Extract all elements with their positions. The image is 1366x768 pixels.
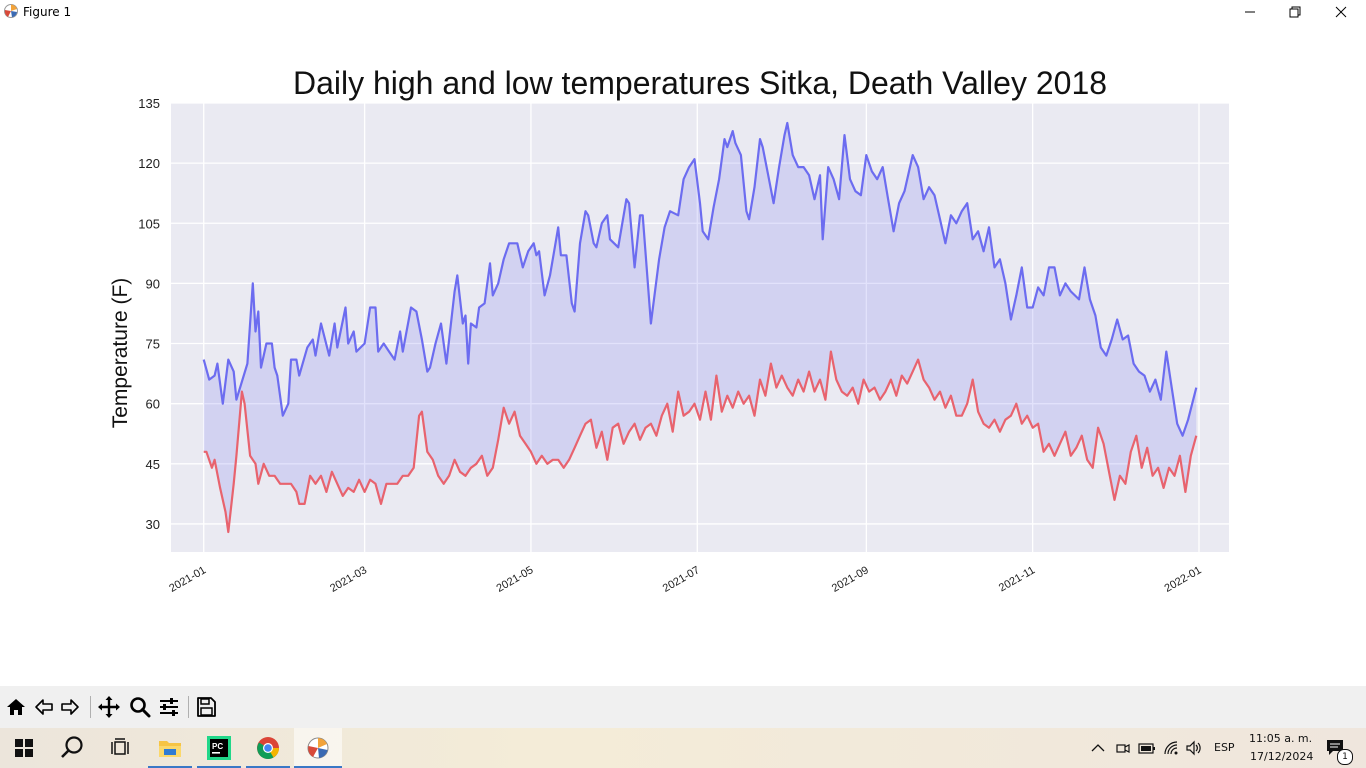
camera-icon	[1116, 744, 1130, 753]
running-indicator	[294, 766, 342, 768]
running-indicator	[197, 766, 241, 768]
zoom-icon	[130, 697, 151, 718]
series-line-low	[203, 350, 1198, 534]
taskbar-app-file-explorer[interactable]	[148, 728, 192, 768]
taskbar: PC	[0, 728, 1366, 768]
x-tick-label: 2021-01	[167, 564, 208, 595]
y-tick-label: 30	[146, 517, 160, 532]
back-icon	[35, 699, 53, 715]
home-button[interactable]	[4, 695, 28, 719]
window-title: Figure 1	[23, 5, 72, 19]
configure-subplots-icon	[160, 698, 178, 716]
y-tick-label: 75	[146, 337, 160, 352]
x-tick-label: 2021-03	[328, 564, 369, 595]
notification-center-button[interactable]: 1	[1318, 728, 1354, 768]
save-icon	[197, 697, 216, 717]
taskbar-app-chrome[interactable]	[246, 728, 290, 768]
x-tick-label: 2022-01	[1163, 564, 1204, 595]
toolbar-separator	[188, 696, 189, 718]
windows-icon	[15, 739, 33, 757]
notification-count-badge: 1	[1337, 749, 1353, 765]
y-axis-label: Temperature (F)	[109, 278, 132, 429]
notification-icon	[1327, 740, 1343, 755]
minimize-icon	[1245, 11, 1255, 13]
x-tick-label: 2021-09	[830, 564, 871, 595]
y-tick-label: 135	[138, 96, 160, 111]
file-explorer-icon	[159, 741, 181, 757]
taskbar-app-pycharm[interactable]: PC	[197, 728, 241, 768]
battery-icon	[1138, 743, 1155, 754]
pan-button[interactable]	[97, 695, 121, 719]
start-button[interactable]	[0, 728, 48, 768]
figure-canvas[interactable]: 30 45 60 75 90 105 120 135 2021-01 2021-03 2021-0…	[0, 24, 1366, 686]
chevron-up-icon	[1091, 744, 1105, 752]
chart: 30 45 60 75 90 105 120 135 2021-01 2021-03 2021-0…	[109, 65, 1229, 595]
window-titlebar: Figure 1	[0, 0, 1366, 24]
task-view-icon	[111, 738, 129, 755]
minimize-button[interactable]	[1227, 0, 1273, 24]
close-icon	[1335, 6, 1347, 18]
search-icon	[61, 736, 83, 758]
restore-icon	[1289, 6, 1301, 18]
task-view-button[interactable]	[96, 728, 144, 768]
taskbar-app-python-figure[interactable]	[294, 728, 342, 768]
speaker-icon	[1186, 740, 1201, 756]
tray-meet-now[interactable]	[1112, 728, 1134, 768]
python-app-icon	[4, 4, 18, 18]
navigation-toolbar	[0, 686, 1366, 728]
svg-text:PC: PC	[212, 742, 223, 751]
back-button[interactable]	[32, 695, 56, 719]
forward-button[interactable]	[58, 695, 82, 719]
clock-date[interactable]: 17/12/2024	[1250, 750, 1314, 763]
forward-icon	[61, 699, 79, 715]
show-hidden-icons-button[interactable]	[1088, 728, 1108, 768]
chart-title: Daily high and low temperatures Sitka, D…	[293, 65, 1107, 101]
x-tick-label: 2021-05	[494, 564, 535, 595]
running-indicator	[148, 766, 192, 768]
tray-network[interactable]	[1161, 728, 1183, 768]
search-button[interactable]	[48, 728, 96, 768]
zoom-button[interactable]	[128, 695, 152, 719]
save-button[interactable]	[194, 695, 218, 719]
fill-between-area	[203, 123, 1197, 532]
y-tick-label: 45	[146, 457, 160, 472]
chrome-icon	[257, 737, 279, 759]
y-tick-label: 105	[138, 216, 160, 231]
pycharm-icon: PC	[207, 736, 231, 760]
tray-volume[interactable]	[1183, 728, 1205, 768]
python-figure-icon	[307, 737, 329, 759]
x-tick-label: 2021-07	[661, 564, 702, 595]
y-tick-label: 60	[146, 397, 160, 412]
restore-button[interactable]	[1272, 0, 1318, 24]
y-tick-label: 120	[138, 156, 160, 171]
configure-subplots-button[interactable]	[157, 695, 181, 719]
x-tick-label: 2021-11	[997, 564, 1037, 594]
language-indicator[interactable]: ESP	[1214, 741, 1235, 754]
series-line-high	[202, 121, 1198, 437]
home-icon	[7, 699, 25, 715]
wifi-icon	[1164, 741, 1178, 755]
clock-time[interactable]: 11:05 a. m.	[1249, 732, 1313, 745]
running-indicator	[246, 766, 290, 768]
tray-battery[interactable]	[1136, 728, 1158, 768]
toolbar-separator	[90, 696, 91, 718]
pan-icon	[98, 696, 120, 718]
close-button[interactable]	[1318, 0, 1364, 24]
y-tick-label: 90	[146, 276, 160, 291]
